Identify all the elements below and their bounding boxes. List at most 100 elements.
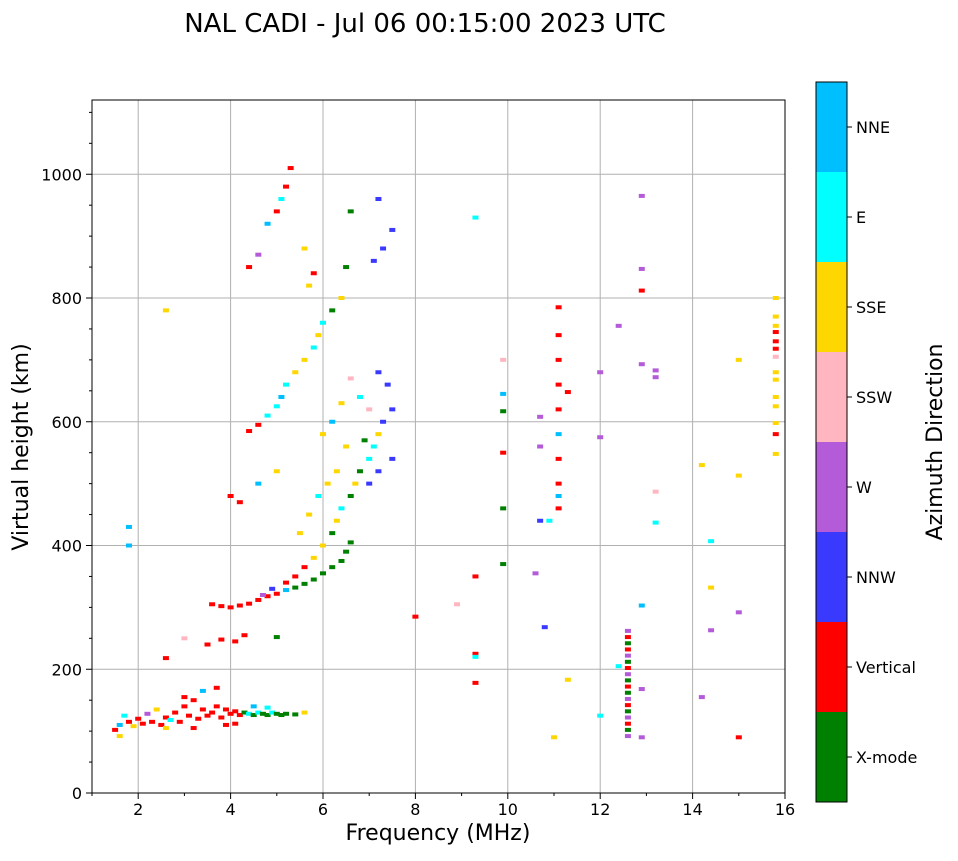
echo-point xyxy=(246,601,253,606)
echo-point xyxy=(343,444,350,449)
echo-point xyxy=(301,581,308,586)
echo-point xyxy=(255,252,262,257)
echo-point xyxy=(125,719,132,724)
echo-point xyxy=(356,469,363,474)
colorbar-segment xyxy=(816,352,847,442)
echo-point xyxy=(347,494,354,498)
echo-point xyxy=(139,721,146,726)
echo-point xyxy=(292,712,299,717)
plot-area xyxy=(92,100,785,793)
colorbar-tick-label: SSE xyxy=(856,298,886,317)
echo-point xyxy=(597,713,604,718)
echo-point xyxy=(652,375,659,380)
echo-point xyxy=(162,715,169,720)
echo-point xyxy=(222,722,229,727)
echo-point xyxy=(389,456,396,461)
echo-point xyxy=(324,481,331,486)
echo-point xyxy=(292,585,299,590)
echo-point xyxy=(283,382,290,387)
colorbar-tick-label: X-mode xyxy=(856,748,917,767)
echo-point xyxy=(772,377,779,382)
y-axis-ticks: 0 200 400 600 800 1000 xyxy=(41,111,92,803)
echo-point xyxy=(624,659,631,664)
x-axis-label: Frequency (MHz) xyxy=(346,821,531,846)
echo-point xyxy=(246,711,253,716)
echo-point xyxy=(209,710,216,715)
echo-point xyxy=(320,543,326,548)
echo-point xyxy=(597,435,604,440)
echo-point xyxy=(255,597,262,602)
echo-point xyxy=(375,469,382,474)
echo-points xyxy=(112,166,779,740)
echo-point xyxy=(347,209,354,214)
colorbar-label: Azimuth Direction xyxy=(923,343,948,540)
azimuth-colorbar: X-mode Vertical NNW W SSW SSE E NNE xyxy=(815,81,917,803)
echo-point xyxy=(708,628,715,633)
echo-point xyxy=(232,709,239,714)
echo-point xyxy=(500,409,507,414)
echo-point xyxy=(624,678,631,683)
echo-point xyxy=(555,305,562,310)
echo-series xyxy=(112,685,308,739)
echo-point xyxy=(306,512,313,517)
echo-point xyxy=(375,432,382,437)
plot-frame xyxy=(91,99,786,794)
echo-point xyxy=(172,710,179,715)
echo-point xyxy=(259,593,266,597)
echo-point xyxy=(380,246,387,251)
echo-point xyxy=(772,296,779,300)
colorbar-tick-label: NNE xyxy=(856,118,890,137)
echo-point xyxy=(615,323,622,328)
echo-point xyxy=(555,407,562,412)
echo-point xyxy=(232,721,239,726)
echo-point xyxy=(329,308,336,313)
echo-point xyxy=(250,713,257,718)
echo-point xyxy=(772,323,779,328)
echo-point xyxy=(772,404,779,409)
echo-point xyxy=(315,333,322,338)
echo-point xyxy=(320,571,326,576)
y-tick-label: 400 xyxy=(51,537,82,556)
echo-point xyxy=(624,653,631,658)
echo-point xyxy=(283,580,290,585)
colorbar-segment xyxy=(816,442,847,532)
echo-point xyxy=(112,727,119,732)
echo-point xyxy=(384,382,391,387)
echo-point xyxy=(555,357,562,362)
colorbar-tick-label: Vertical xyxy=(856,658,916,677)
y-tick-label: 1000 xyxy=(41,165,82,184)
echo-point xyxy=(555,333,562,338)
echo-point xyxy=(500,506,507,511)
echo-point xyxy=(333,518,340,523)
echo-point xyxy=(772,339,779,344)
echo-point xyxy=(652,520,659,525)
echo-point xyxy=(162,726,169,731)
echo-point xyxy=(338,296,345,300)
echo-point xyxy=(250,704,257,709)
echo-point xyxy=(301,246,308,251)
echo-point xyxy=(273,469,280,474)
echo-point xyxy=(218,637,225,642)
echo-point xyxy=(624,672,631,677)
echo-point xyxy=(555,494,562,498)
echo-point xyxy=(135,716,142,721)
echo-point xyxy=(241,633,248,638)
echo-point xyxy=(361,438,368,443)
echo-point xyxy=(546,518,553,523)
echo-point xyxy=(624,715,631,720)
echo-point xyxy=(292,370,299,375)
echo-point xyxy=(283,184,290,189)
echo-series xyxy=(162,432,382,661)
colorbar-segment xyxy=(816,262,847,352)
y-tick-label: 800 xyxy=(51,289,82,308)
echo-point xyxy=(638,362,645,367)
echo-point xyxy=(338,506,345,511)
echo-point xyxy=(264,594,271,599)
echo-point xyxy=(218,604,225,609)
echo-point xyxy=(343,265,350,270)
echo-point xyxy=(537,518,544,523)
echo-point xyxy=(615,664,622,669)
echo-point xyxy=(772,420,779,425)
echo-point xyxy=(329,419,336,424)
